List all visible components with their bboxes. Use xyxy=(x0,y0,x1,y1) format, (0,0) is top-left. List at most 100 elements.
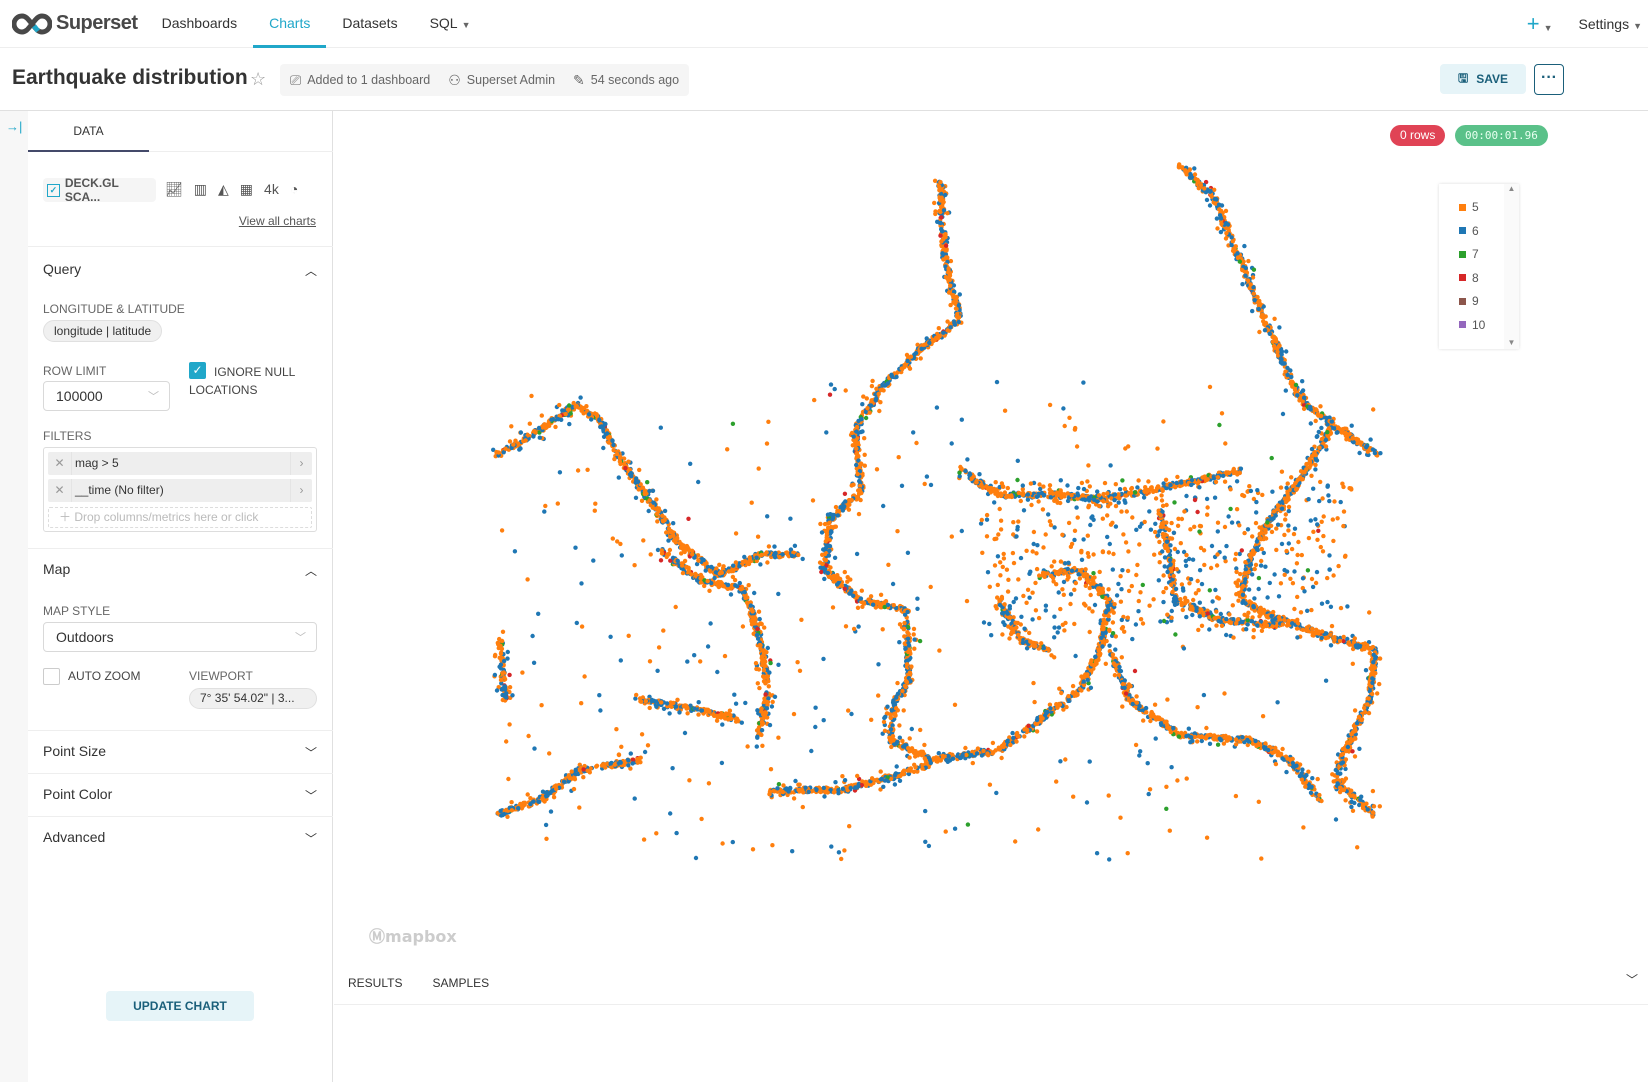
earthquake-point xyxy=(761,650,767,656)
earthquake-point xyxy=(1155,533,1161,538)
nav-sql[interactable]: SQL ▼ xyxy=(414,0,487,48)
earthquake-point xyxy=(589,417,594,422)
earthquake-point xyxy=(956,315,962,320)
filter-item[interactable]: ✕ __time (No filter) › xyxy=(48,479,312,502)
earthquake-point xyxy=(882,728,888,733)
earthquake-point xyxy=(694,561,700,567)
query-section-title[interactable]: Query xyxy=(43,261,82,277)
earthquake-point xyxy=(956,319,961,325)
filter-item[interactable]: ✕ mag > 5 › xyxy=(48,452,312,475)
point-color-section[interactable]: Point Color ﹀ xyxy=(28,773,333,816)
scatter-map[interactable] xyxy=(334,111,1648,911)
earthquake-point xyxy=(666,551,671,556)
earthquake-point xyxy=(1022,734,1027,739)
big-number-icon[interactable]: 4k xyxy=(264,181,279,197)
earthquake-point xyxy=(639,498,645,503)
earthquake-point xyxy=(1254,539,1260,544)
earthquake-point xyxy=(851,593,856,598)
tab-data[interactable]: DATA xyxy=(28,111,149,152)
auto-zoom-checkbox[interactable] xyxy=(43,668,60,685)
earthquake-point xyxy=(690,552,695,557)
viz-type-label: DECK.GL SCA... xyxy=(64,176,119,204)
earthquake-point xyxy=(849,497,854,503)
earthquake-point xyxy=(664,530,669,535)
viz-type-selector[interactable]: ✓ DECK.GL SCA... xyxy=(43,176,156,204)
bar-chart-icon[interactable]: ▥ xyxy=(193,181,208,197)
settings-menu[interactable]: Settings ▼ xyxy=(1578,16,1642,32)
favorite-star-icon[interactable]: ☆ xyxy=(250,69,267,89)
nav-dashboards[interactable]: Dashboards xyxy=(161,14,238,31)
earthquake-point xyxy=(842,586,847,591)
ignore-null-checkbox[interactable]: ✓ xyxy=(189,362,206,379)
view-all-charts-link[interactable]: View all charts xyxy=(238,214,316,228)
line-chart-icon[interactable]: 📈︎ xyxy=(165,181,183,197)
lonlat-control[interactable]: longitude | latitude xyxy=(43,320,163,342)
superset-logo[interactable]: Superset xyxy=(12,12,138,35)
earthquake-point xyxy=(1377,681,1382,687)
chart-title[interactable]: Earthquake distribution xyxy=(12,66,248,89)
earthquake-point xyxy=(650,488,656,493)
earthquake-point xyxy=(1378,451,1383,456)
new-menu[interactable]: + ▼ xyxy=(1527,11,1553,37)
nav-datasets[interactable]: Datasets xyxy=(342,14,398,31)
map-style-select[interactable]: Outdoors ﹀ xyxy=(43,622,317,652)
earthquake-point xyxy=(917,750,922,755)
earthquake-point xyxy=(1175,474,1180,480)
add-filter-dropzone[interactable]: ＋ Drop columns/metrics here or click xyxy=(48,507,312,528)
earthquake-point xyxy=(611,442,616,448)
viewport-control[interactable]: 7° 35' 54.02" | 3... xyxy=(189,688,317,709)
earthquake-point xyxy=(1049,573,1054,579)
earthquake-point xyxy=(660,513,665,518)
earthquake-point xyxy=(1211,476,1217,481)
chevron-up-icon[interactable]: ︿ xyxy=(304,264,317,278)
chevron-up-icon[interactable]: ︿ xyxy=(304,564,317,578)
expand-sidebar-icon[interactable]: →| xyxy=(6,119,23,134)
remove-filter-icon[interactable]: ✕ xyxy=(48,479,72,502)
earthquake-point xyxy=(1052,498,1057,503)
nav-charts[interactable]: Charts xyxy=(253,0,327,48)
earthquake-point xyxy=(597,417,602,423)
earthquake-point xyxy=(823,558,829,563)
earthquake-point xyxy=(1362,709,1368,715)
more-actions-button[interactable]: ··· xyxy=(1534,64,1564,95)
update-chart-button[interactable]: UPDATE CHART xyxy=(106,991,254,1021)
earthquake-point xyxy=(855,605,861,610)
earthquake-point xyxy=(777,555,782,560)
earthquake-point xyxy=(944,757,949,763)
table-icon[interactable]: ▦ xyxy=(239,181,254,197)
earthquake-point xyxy=(956,303,962,308)
earthquake-point xyxy=(900,688,905,694)
point-size-section[interactable]: Point Size ﹀ xyxy=(28,730,333,773)
earthquake-point xyxy=(601,427,606,432)
earthquake-point xyxy=(855,471,860,477)
earthquake-point xyxy=(1238,466,1244,471)
earthquake-point xyxy=(1295,393,1300,398)
earthquake-point xyxy=(536,425,542,431)
earthquake-point xyxy=(909,664,914,669)
earthquake-point xyxy=(753,661,759,666)
map-section-title[interactable]: Map xyxy=(43,561,71,577)
earthquake-point xyxy=(936,751,941,756)
earthquake-point xyxy=(1169,520,1174,526)
earthquake-point xyxy=(903,646,908,651)
earthquake-point xyxy=(1180,607,1185,613)
earthquake-point xyxy=(1100,594,1105,599)
pie-chart-icon[interactable]: ◔ xyxy=(289,181,299,197)
earthquake-point xyxy=(675,558,680,563)
earthquake-point xyxy=(513,438,518,443)
earthquake-point xyxy=(954,296,959,301)
added-to-dashboard[interactable]: Added to 1 dashboard xyxy=(307,73,431,87)
earthquake-point xyxy=(1256,306,1261,312)
area-chart-icon[interactable]: ◭ xyxy=(218,181,229,197)
earthquake-point xyxy=(1080,493,1085,498)
earthquake-point xyxy=(1356,714,1362,720)
earthquake-point xyxy=(1247,285,1252,291)
earthquake-point xyxy=(681,543,686,548)
control-panel: DATA ✓ DECK.GL SCA... 📈︎ ▥ ◭ ▦ 4k ◔ View … xyxy=(28,111,333,1082)
advanced-section[interactable]: Advanced ﹀ xyxy=(28,816,333,859)
row-limit-select[interactable]: 100000 ﹀ xyxy=(43,381,170,411)
earthquake-point xyxy=(945,211,950,216)
earthquake-point xyxy=(940,753,946,759)
save-button[interactable]: 🖫 SAVE xyxy=(1440,64,1526,94)
remove-filter-icon[interactable]: ✕ xyxy=(48,452,72,475)
